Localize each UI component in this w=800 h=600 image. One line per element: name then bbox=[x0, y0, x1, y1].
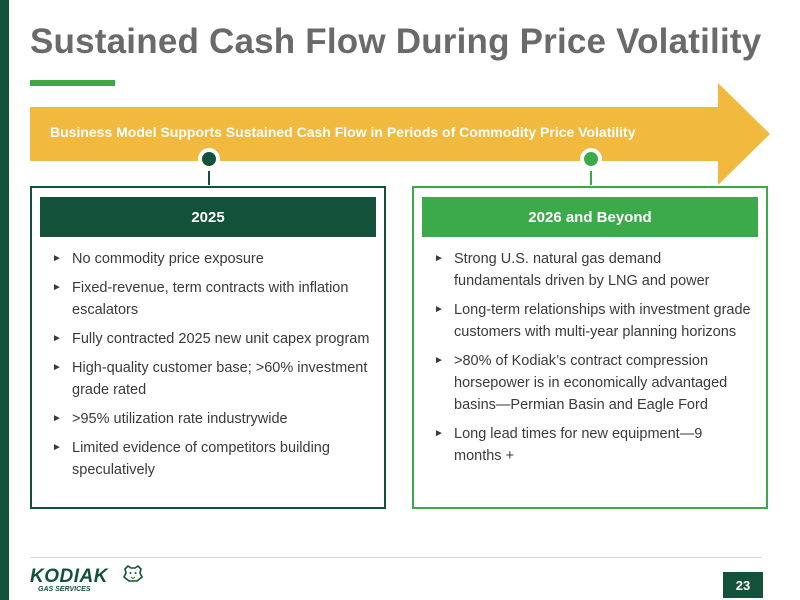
right-triangle-bullet-icon: ► bbox=[434, 253, 444, 264]
marker-2025-icon bbox=[198, 148, 220, 170]
right-triangle-bullet-icon: ► bbox=[52, 333, 62, 344]
logo-subtitle: GAS SERVICES bbox=[38, 586, 91, 593]
connector-2026 bbox=[590, 171, 592, 185]
list-item: ► Fully contracted 2025 new unit capex pr… bbox=[52, 328, 370, 350]
panel-header-2025: 2025 bbox=[40, 197, 376, 237]
slide-title: Sustained Cash Flow During Price Volatil… bbox=[30, 22, 762, 61]
title-underline bbox=[30, 80, 115, 86]
bear-head-icon bbox=[122, 564, 144, 582]
right-triangle-bullet-icon: ► bbox=[52, 282, 62, 293]
right-triangle-bullet-icon: ► bbox=[52, 413, 62, 424]
footer-divider bbox=[30, 557, 762, 558]
list-item: ► Long lead times for new equipment—9 mon… bbox=[434, 423, 752, 467]
list-item: ► No commodity price exposure bbox=[52, 248, 370, 270]
list-item: ► Long-term relationships with investment… bbox=[434, 299, 752, 343]
bullet-list-2025: ► No commodity price exposure ► Fixed-reve… bbox=[52, 248, 370, 488]
company-logo: KODIAK GAS SERVICES bbox=[30, 563, 144, 597]
list-item: ► >80% of Kodiak’s contract compression h… bbox=[434, 350, 752, 416]
right-triangle-bullet-icon: ► bbox=[52, 253, 62, 264]
connector-2025 bbox=[208, 171, 210, 185]
right-triangle-bullet-icon: ► bbox=[434, 355, 444, 366]
marker-2026-icon bbox=[580, 148, 602, 170]
panel-2026-and-beyond: 2026 and Beyond ► Strong U.S. natural gas… bbox=[412, 186, 768, 509]
page-number: 23 bbox=[723, 572, 763, 598]
right-triangle-bullet-icon: ► bbox=[52, 442, 62, 453]
list-item: ► Strong U.S. natural gas demand fundamen… bbox=[434, 248, 752, 292]
list-item: ► Fixed-revenue, term contracts with infl… bbox=[52, 277, 370, 321]
bullet-list-2026: ► Strong U.S. natural gas demand fundamen… bbox=[434, 248, 752, 474]
right-triangle-bullet-icon: ► bbox=[434, 428, 444, 439]
right-triangle-bullet-icon: ► bbox=[434, 304, 444, 315]
list-item: ► Limited evidence of competitors buildin… bbox=[52, 437, 370, 481]
banner-text: Business Model Supports Sustained Cash F… bbox=[50, 124, 636, 140]
logo-wordmark: KODIAK bbox=[30, 566, 108, 587]
right-triangle-bullet-icon: ► bbox=[52, 362, 62, 373]
left-accent-bar bbox=[0, 0, 9, 600]
panel-2025: 2025 ► No commodity price exposure ► Fixed… bbox=[30, 186, 386, 509]
list-item: ► >95% utilization rate industrywide bbox=[52, 408, 370, 430]
list-item: ► High-quality customer base; >60% invest… bbox=[52, 357, 370, 401]
panel-header-2026: 2026 and Beyond bbox=[422, 197, 758, 237]
